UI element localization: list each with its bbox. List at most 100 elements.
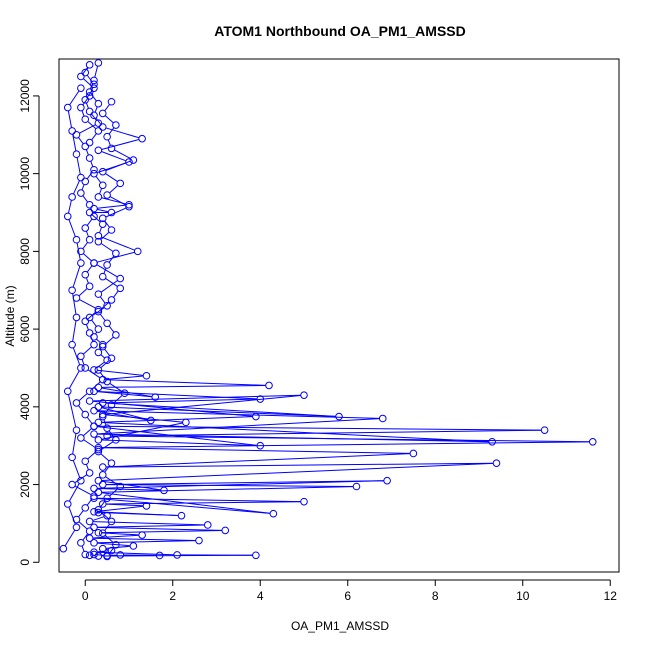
series-segment [72, 293, 77, 315]
series-segment [85, 277, 89, 284]
data-point [98, 410, 107, 419]
series-segment [91, 113, 97, 121]
series-segment [67, 394, 77, 428]
series-segment [72, 433, 77, 455]
data-point [98, 500, 107, 508]
data-point [488, 438, 496, 446]
data-point [90, 259, 98, 267]
data-point [125, 158, 133, 166]
data-point [98, 272, 107, 281]
series-segment [97, 550, 109, 553]
series-segment [67, 200, 72, 214]
series-segment [81, 110, 85, 117]
data-point [85, 282, 94, 291]
plot-frame [58, 58, 620, 573]
series-segment [107, 139, 111, 146]
data-point [68, 480, 76, 489]
series-segment [94, 65, 99, 78]
data-point [98, 399, 107, 407]
series-segment [78, 137, 84, 145]
data-point [85, 88, 94, 96]
series-segment [87, 311, 97, 320]
series-segment [99, 500, 106, 508]
series-segment [76, 242, 81, 260]
series-layer [59, 59, 597, 561]
data-point [85, 138, 94, 147]
data-point [98, 167, 107, 176]
series-segment [108, 430, 115, 438]
series-segment [100, 360, 110, 369]
data-point [256, 441, 265, 450]
data-point [103, 301, 111, 310]
data-point [107, 97, 116, 106]
data-point [94, 403, 103, 411]
data-point [142, 502, 151, 510]
series-segment [72, 320, 77, 342]
data-point [94, 418, 103, 427]
series-segment [104, 534, 114, 543]
series-segment [90, 335, 94, 342]
data-point [94, 488, 103, 497]
data-point [59, 544, 68, 553]
series-segment [100, 354, 105, 359]
data-point [98, 109, 107, 118]
series-segment [105, 476, 118, 486]
data-point [81, 115, 90, 124]
data-point [203, 521, 212, 529]
series-segment [92, 534, 139, 539]
data-point [352, 482, 361, 491]
y-tick-label: 8000 [18, 238, 32, 265]
series-segment [97, 488, 161, 491]
data-point [85, 469, 94, 477]
series-segment [99, 296, 106, 304]
y-tick-label: 10000 [18, 157, 32, 191]
data-point [63, 212, 72, 221]
data-point [77, 352, 85, 361]
series-segment [97, 418, 380, 435]
series-segment [100, 243, 114, 252]
series-segment [97, 526, 222, 531]
series-segment [101, 441, 590, 449]
data-point [94, 99, 103, 108]
data-point [112, 436, 120, 444]
series-segment [69, 90, 80, 106]
data-point [81, 68, 90, 77]
data-point [269, 509, 278, 518]
series-segment [110, 429, 542, 437]
series-segment [100, 441, 114, 451]
series-segment [100, 511, 110, 520]
series-segment [105, 127, 140, 139]
series-segment [101, 492, 271, 514]
data-point [90, 550, 98, 559]
series-segment [104, 465, 110, 473]
series-1 [68, 61, 107, 559]
x-axis-label: OA_PM1_AMSSD [291, 619, 389, 633]
data-point [125, 202, 133, 211]
data-point [90, 422, 98, 431]
series-segment [92, 307, 105, 317]
series-segment [86, 74, 93, 82]
data-point [98, 220, 107, 228]
data-point [81, 317, 90, 326]
data-point [107, 459, 116, 467]
series-segment [64, 529, 76, 547]
data-point [492, 459, 501, 467]
data-point [85, 527, 94, 535]
data-point [160, 486, 168, 495]
data-point [72, 150, 81, 159]
series-segment [101, 447, 411, 454]
data-point [116, 179, 125, 188]
data-point [221, 526, 230, 535]
data-point [138, 134, 146, 143]
data-point [98, 412, 107, 421]
data-point [85, 534, 94, 542]
x-tick-label: 10 [516, 589, 530, 603]
data-point [72, 235, 81, 244]
data-point [85, 517, 94, 526]
data-point [94, 127, 103, 135]
data-point [81, 142, 90, 151]
data-point [98, 529, 107, 537]
data-point [63, 103, 72, 112]
data-point [103, 191, 111, 199]
data-point [133, 247, 142, 256]
